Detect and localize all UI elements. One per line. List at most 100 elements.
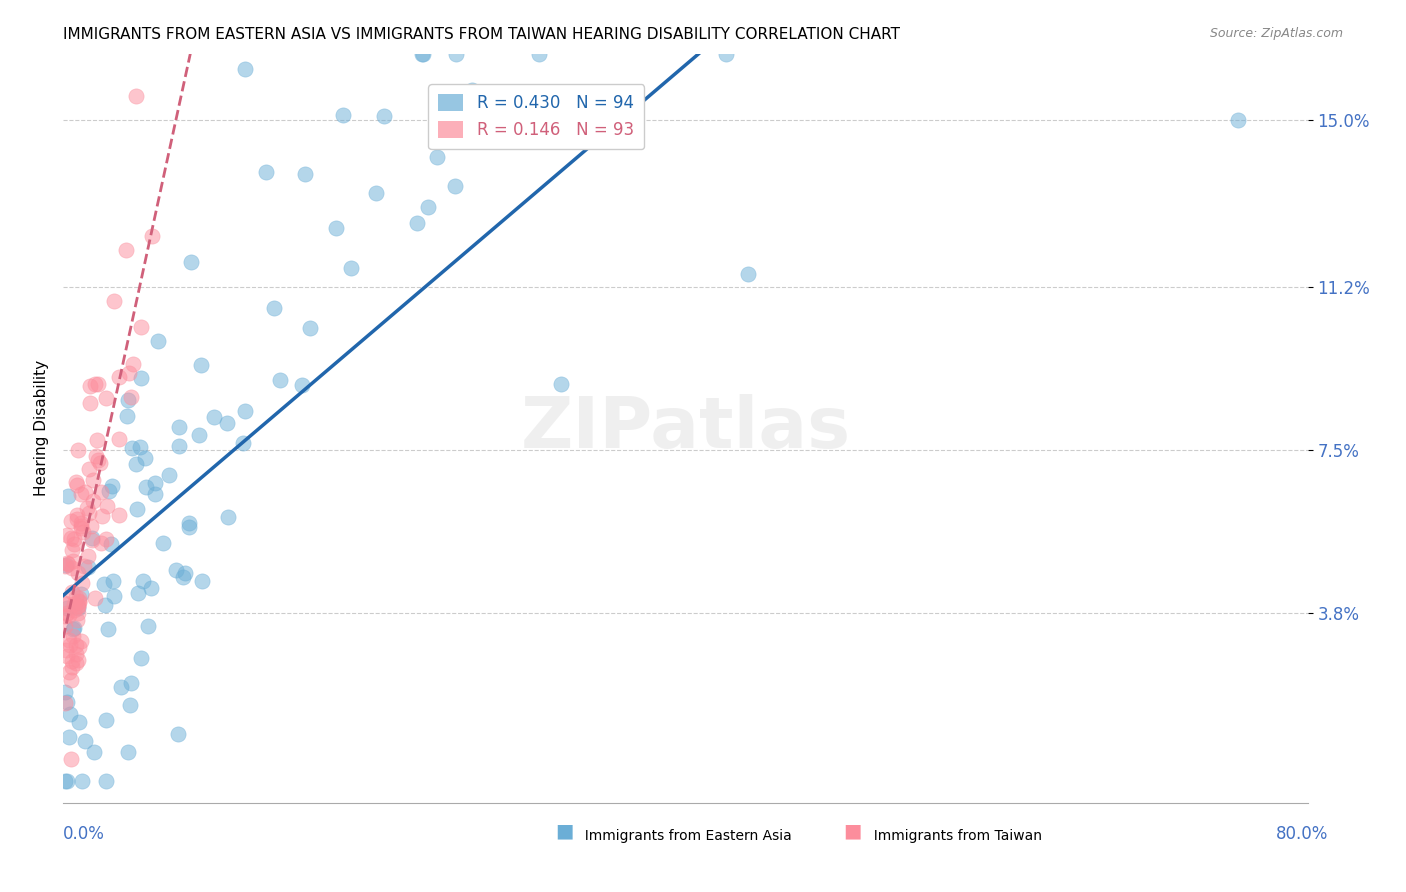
Point <box>364 186 387 200</box>
Point <box>157 468 180 483</box>
Point <box>96 533 118 547</box>
Point <box>188 427 211 442</box>
Point <box>117 366 139 380</box>
Point <box>67 606 90 620</box>
Point <box>53 696 76 710</box>
Point <box>444 46 467 61</box>
Point <box>66 613 89 627</box>
Point <box>100 537 122 551</box>
Point <box>167 439 190 453</box>
Point <box>87 453 110 467</box>
Point <box>66 599 89 613</box>
Point <box>83 745 105 759</box>
Point <box>93 577 115 591</box>
Point <box>70 773 93 788</box>
Point <box>202 410 225 425</box>
Point <box>62 622 84 636</box>
Point <box>59 514 82 528</box>
Point <box>77 549 100 564</box>
Point <box>67 652 90 666</box>
Point <box>69 487 91 501</box>
Point <box>94 391 117 405</box>
Point <box>65 656 87 670</box>
Point <box>373 109 395 123</box>
Point <box>136 618 159 632</box>
Point <box>75 733 97 747</box>
Point <box>91 509 114 524</box>
Legend: R = 0.430   N = 94, R = 0.146   N = 93: R = 0.430 N = 94, R = 0.146 N = 93 <box>429 85 644 149</box>
Point <box>53 559 76 574</box>
Point <box>232 436 254 450</box>
Point <box>63 602 86 616</box>
Point <box>141 229 163 244</box>
Point <box>58 638 80 652</box>
Point <box>294 168 316 182</box>
Point <box>55 558 77 572</box>
Point <box>90 536 112 550</box>
Point <box>62 629 84 643</box>
Point <box>53 773 76 788</box>
Point <box>461 82 484 96</box>
Point <box>100 479 122 493</box>
Point <box>67 714 90 729</box>
Point <box>120 698 142 712</box>
Text: ■: ■ <box>555 822 574 840</box>
Point <box>65 590 87 604</box>
Point <box>167 419 190 434</box>
Point <box>59 531 82 545</box>
Text: 80.0%: 80.0% <box>1277 825 1329 843</box>
Point <box>79 379 101 393</box>
Point <box>83 376 105 391</box>
Point <box>58 632 80 647</box>
Point <box>332 108 354 122</box>
Point <box>69 516 91 530</box>
Text: Source: ZipAtlas.com: Source: ZipAtlas.com <box>1209 27 1343 40</box>
Text: Immigrants from Eastern Asia: Immigrants from Eastern Asia <box>576 829 792 843</box>
Point <box>66 599 89 614</box>
Point <box>60 560 83 574</box>
Point <box>66 442 89 457</box>
Point <box>121 441 143 455</box>
Point <box>76 559 98 574</box>
Point <box>129 371 152 385</box>
Point <box>117 745 139 759</box>
Point <box>737 267 759 281</box>
Point <box>141 581 163 595</box>
Point <box>134 451 156 466</box>
Point <box>70 576 93 591</box>
Point <box>69 633 91 648</box>
Point <box>82 494 104 508</box>
Point <box>59 706 82 721</box>
Point <box>63 532 86 546</box>
Point <box>60 673 83 687</box>
Point <box>233 404 256 418</box>
Point <box>233 62 256 77</box>
Point <box>426 150 449 164</box>
Point <box>108 432 131 446</box>
Point <box>56 489 79 503</box>
Point <box>125 457 148 471</box>
Point <box>108 508 131 522</box>
Point <box>53 597 76 611</box>
Point <box>82 533 104 547</box>
Point <box>76 500 98 515</box>
Point <box>129 651 152 665</box>
Point <box>73 485 96 500</box>
Point <box>131 319 153 334</box>
Point <box>82 531 104 545</box>
Point <box>339 260 361 275</box>
Point <box>152 535 174 549</box>
Point <box>60 752 83 766</box>
Point <box>53 608 76 623</box>
Point <box>62 554 84 568</box>
Point <box>299 321 322 335</box>
Point <box>69 593 91 607</box>
Point <box>217 416 239 430</box>
Point <box>53 619 76 633</box>
Point <box>63 598 86 612</box>
Point <box>98 484 121 499</box>
Point <box>67 601 90 615</box>
Point <box>60 654 83 668</box>
Point <box>174 566 197 580</box>
Point <box>291 378 314 392</box>
